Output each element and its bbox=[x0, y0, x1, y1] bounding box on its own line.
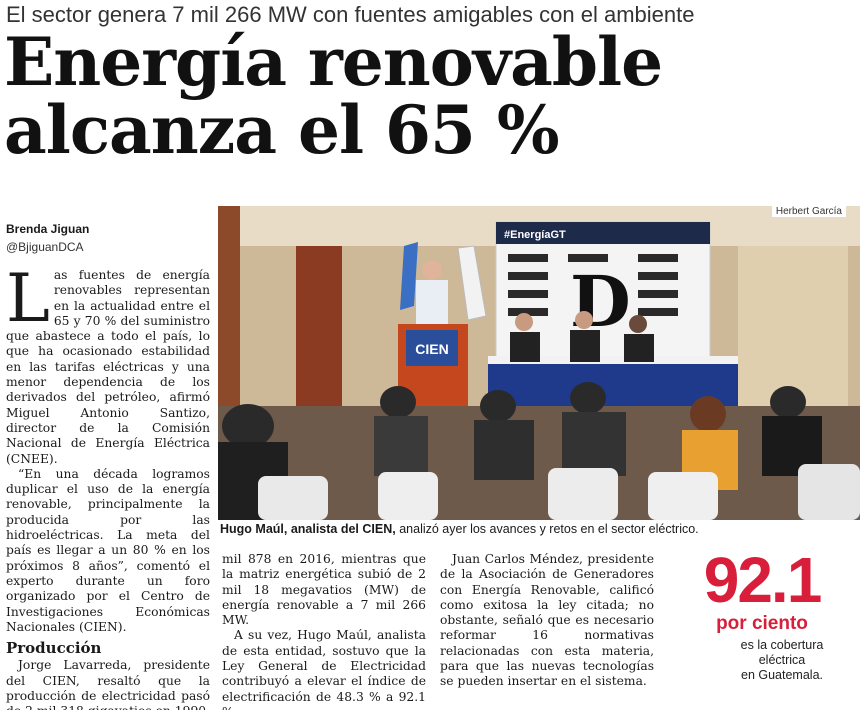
caption-text: analizó ayer los avances y retos en el s… bbox=[395, 522, 699, 536]
caption-bold: Hugo Maúl, analista del CIEN, bbox=[220, 522, 396, 536]
subhead: Producción bbox=[6, 639, 102, 658]
stat-number: 92.1 bbox=[703, 544, 823, 616]
podium-logo: CIEN bbox=[415, 341, 448, 357]
paragraph-4: mil 878 en 2016, mientras que la matriz … bbox=[222, 552, 426, 628]
photo-illustration: #EnergíaGT D CIEN bbox=[218, 206, 860, 520]
author-name: Brenda Jiguan bbox=[6, 222, 90, 236]
column-2: mil 878 en 2016, mientras que la matriz … bbox=[222, 552, 426, 710]
stat-box: 92.1 por ciento es la cobertura eléctric… bbox=[664, 548, 860, 683]
stat-description: es la cobertura eléctrica en Guatemala. bbox=[740, 638, 824, 682]
paragraph-3: Jorge Lavarreda, presidente del CIEN, re… bbox=[6, 658, 210, 710]
paragraph-6: Juan Carlos Méndez, presidente de la Aso… bbox=[440, 552, 654, 689]
event-photo: #EnergíaGT D CIEN bbox=[218, 206, 860, 520]
headline-line-1: Energía renovable bbox=[4, 23, 663, 101]
photo-caption: Hugo Maúl, analista del CIEN, analizó ay… bbox=[220, 522, 860, 536]
column-3: Juan Carlos Méndez, presidente de la Aso… bbox=[440, 552, 654, 690]
author-handle: @BjiguanDCA bbox=[6, 240, 84, 254]
stat-unit: por ciento bbox=[716, 613, 808, 634]
kicker: El sector genera 7 mil 266 MW con fuente… bbox=[6, 2, 695, 27]
dropcap: L bbox=[6, 260, 50, 337]
paragraph-2: “En una década logramos duplicar el uso … bbox=[6, 466, 210, 634]
photo-credit: Herbert García bbox=[771, 206, 846, 217]
banner-hashtag: #EnergíaGT bbox=[504, 229, 566, 241]
headline: Energía renovable alcanza el 65 % bbox=[4, 28, 864, 164]
paragraph-5: A su vez, Hugo Maúl, analista de esta en… bbox=[222, 628, 426, 710]
svg-text:D: D bbox=[570, 260, 631, 343]
headline-line-2: alcanza el 65 % bbox=[4, 91, 560, 169]
